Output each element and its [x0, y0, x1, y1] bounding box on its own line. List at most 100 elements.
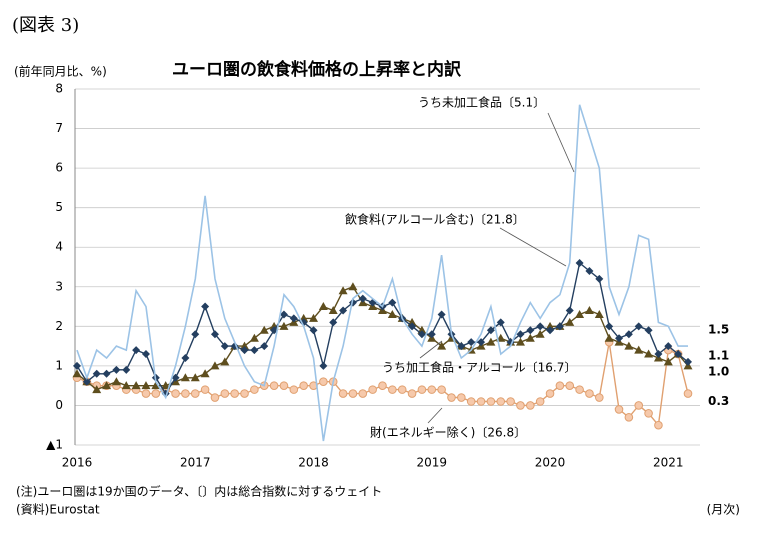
x-tick-label: 2019 — [417, 456, 448, 470]
point — [565, 317, 575, 326]
point — [654, 420, 663, 430]
point — [427, 385, 437, 394]
point — [408, 322, 417, 331]
point — [250, 346, 259, 355]
point — [644, 326, 653, 335]
point — [634, 401, 644, 410]
point — [102, 381, 112, 390]
x-tick-label: 2020 — [535, 456, 566, 470]
point — [388, 298, 397, 307]
point — [644, 349, 654, 358]
leader-line — [499, 227, 567, 267]
point — [102, 369, 111, 378]
point — [250, 385, 259, 394]
point — [604, 333, 614, 342]
point — [417, 330, 426, 339]
point — [240, 346, 249, 355]
point — [496, 318, 505, 327]
point — [437, 341, 447, 350]
point — [279, 381, 289, 390]
plot: ▲1 0 1 2 3 4 5 6 7 8 2016 2017 2018 2019 2020 2021 0.3 1.… — [46, 82, 729, 470]
leader-line — [427, 407, 443, 424]
point — [358, 389, 368, 398]
point — [545, 389, 555, 398]
end-label: 1.5 — [708, 323, 729, 337]
point — [319, 377, 328, 387]
point — [132, 346, 141, 355]
point — [663, 357, 673, 366]
point — [664, 342, 673, 351]
x-tick-label: 2018 — [298, 456, 329, 470]
point — [289, 314, 298, 323]
point — [200, 385, 210, 394]
point — [141, 389, 151, 398]
point — [161, 381, 171, 390]
series-annotation: 財(エネルギー除く)〔26.8〕 — [370, 425, 526, 440]
leader-line — [419, 340, 443, 359]
point — [575, 309, 585, 318]
y-tick-label: 2 — [55, 319, 63, 333]
point — [555, 381, 565, 390]
point — [348, 389, 358, 398]
point — [516, 401, 525, 410]
point — [624, 413, 634, 422]
point — [338, 286, 348, 295]
point — [249, 333, 259, 342]
point — [378, 381, 387, 390]
point — [585, 389, 594, 398]
point — [654, 350, 663, 359]
point — [299, 381, 308, 390]
point — [437, 310, 446, 319]
point — [299, 313, 309, 322]
point — [397, 385, 407, 394]
y-axis-label: (前年同月比、%) — [14, 64, 107, 79]
point — [575, 259, 584, 268]
point — [122, 365, 131, 374]
point — [72, 369, 82, 378]
x-tick-label: 2017 — [180, 456, 211, 470]
end-label: 0.3 — [708, 394, 729, 408]
point — [496, 397, 506, 406]
x-tick-label: 2021 — [653, 456, 684, 470]
leader-line — [547, 112, 575, 173]
end-label: 1.0 — [708, 364, 729, 378]
point — [279, 310, 288, 319]
point — [151, 389, 161, 398]
point — [279, 321, 289, 330]
y-tick-label: 7 — [55, 121, 63, 135]
point — [368, 385, 377, 394]
point — [427, 330, 436, 339]
point — [437, 385, 446, 394]
figure-label: (図表 3) — [12, 15, 79, 36]
point — [644, 409, 653, 418]
point — [358, 294, 367, 303]
point — [111, 377, 121, 386]
y-tick-label: 4 — [55, 240, 63, 254]
point — [545, 321, 555, 330]
point — [210, 330, 219, 339]
point — [319, 361, 328, 370]
y-tick-label: 3 — [55, 279, 63, 293]
point — [348, 282, 358, 291]
point — [318, 302, 328, 311]
point — [131, 381, 141, 390]
point — [506, 397, 515, 406]
point — [210, 393, 220, 402]
y-tick-label: 8 — [55, 82, 63, 96]
leader-lines — [419, 112, 575, 424]
point — [210, 361, 220, 370]
point — [595, 393, 604, 402]
y-tick-label: 6 — [55, 161, 63, 175]
point — [180, 373, 190, 382]
point — [565, 306, 574, 315]
point — [92, 369, 101, 378]
point — [112, 365, 121, 374]
point — [141, 381, 151, 390]
point — [555, 322, 564, 331]
point — [181, 389, 190, 398]
point — [595, 274, 604, 283]
point — [289, 385, 299, 394]
point — [536, 322, 545, 331]
point — [329, 318, 338, 327]
